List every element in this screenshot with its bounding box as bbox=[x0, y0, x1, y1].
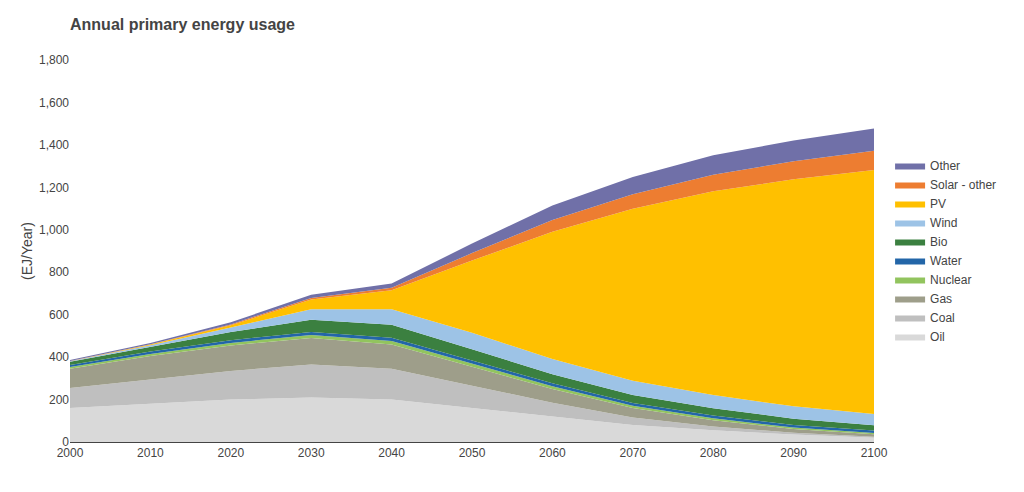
svg-text:Annual primary energy usage: Annual primary energy usage bbox=[70, 16, 295, 33]
svg-text:2030: 2030 bbox=[298, 446, 325, 460]
svg-text:(EJ/Year): (EJ/Year) bbox=[19, 222, 35, 280]
svg-text:2070: 2070 bbox=[619, 446, 646, 460]
svg-text:800: 800 bbox=[49, 265, 69, 279]
svg-text:2100: 2100 bbox=[861, 446, 888, 460]
svg-text:400: 400 bbox=[49, 350, 69, 364]
svg-text:Solar - other: Solar - other bbox=[930, 178, 996, 192]
svg-text:1,200: 1,200 bbox=[39, 181, 69, 195]
svg-text:Other: Other bbox=[930, 159, 960, 173]
svg-text:2050: 2050 bbox=[459, 446, 486, 460]
svg-text:2010: 2010 bbox=[137, 446, 164, 460]
svg-text:Wind: Wind bbox=[930, 216, 957, 230]
svg-text:Oil: Oil bbox=[930, 330, 945, 344]
svg-text:1,800: 1,800 bbox=[39, 53, 69, 67]
svg-text:2080: 2080 bbox=[700, 446, 727, 460]
svg-text:2040: 2040 bbox=[378, 446, 405, 460]
svg-text:Nuclear: Nuclear bbox=[930, 273, 971, 287]
svg-text:Coal: Coal bbox=[930, 311, 955, 325]
svg-text:2020: 2020 bbox=[217, 446, 244, 460]
svg-text:600: 600 bbox=[49, 308, 69, 322]
svg-text:2090: 2090 bbox=[780, 446, 807, 460]
svg-text:Bio: Bio bbox=[930, 235, 948, 249]
svg-text:1,600: 1,600 bbox=[39, 96, 69, 110]
svg-text:Water: Water bbox=[930, 254, 962, 268]
svg-text:PV: PV bbox=[930, 197, 946, 211]
svg-text:Gas: Gas bbox=[930, 292, 952, 306]
svg-text:1,400: 1,400 bbox=[39, 138, 69, 152]
svg-text:200: 200 bbox=[49, 393, 69, 407]
svg-text:2060: 2060 bbox=[539, 446, 566, 460]
svg-text:1,000: 1,000 bbox=[39, 223, 69, 237]
svg-text:2000: 2000 bbox=[57, 446, 84, 460]
svg-text:0: 0 bbox=[62, 435, 69, 449]
